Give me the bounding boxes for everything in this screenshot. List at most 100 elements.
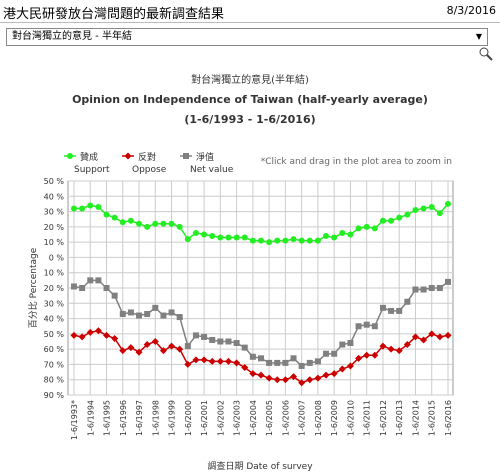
- point: [209, 336, 216, 343]
- point: [119, 310, 126, 317]
- point: [233, 359, 241, 367]
- x-tick-label: 1-6/2011: [363, 400, 372, 436]
- zoom-icon[interactable]: [479, 47, 493, 61]
- point: [355, 323, 362, 330]
- point: [111, 334, 119, 342]
- point: [355, 225, 362, 232]
- x-tick-label: 1-6/2002: [216, 400, 225, 436]
- point: [363, 321, 370, 328]
- point: [79, 285, 86, 291]
- point: [78, 333, 86, 341]
- y-tick-label: 10 %: [44, 238, 65, 247]
- point: [428, 285, 435, 291]
- point: [322, 371, 330, 379]
- x-tick-label: 1-6/2004: [249, 400, 258, 436]
- point: [144, 223, 151, 230]
- point: [306, 376, 314, 384]
- y-tick-label: 10 %: [44, 269, 65, 278]
- point: [314, 237, 321, 244]
- point: [144, 310, 151, 317]
- legend-marker: [124, 152, 132, 160]
- point: [387, 345, 395, 353]
- point: [371, 225, 378, 232]
- point: [273, 376, 281, 384]
- point: [379, 342, 387, 350]
- point: [436, 333, 444, 341]
- point: [143, 341, 151, 349]
- point: [274, 237, 281, 244]
- point: [127, 309, 134, 316]
- point: [176, 345, 184, 353]
- y-tick-label: 70 %: [44, 360, 65, 369]
- point: [258, 237, 264, 244]
- point: [168, 220, 175, 227]
- point: [233, 234, 240, 241]
- point: [371, 323, 378, 330]
- point: [159, 347, 167, 355]
- point: [152, 304, 159, 311]
- dropdown[interactable]: 對台灣獨立的意見 - 半年結 ▼: [6, 28, 488, 46]
- point: [70, 331, 78, 339]
- legend-label: 淨值: [196, 151, 214, 163]
- point: [436, 285, 443, 291]
- point: [379, 304, 386, 311]
- point: [127, 344, 135, 352]
- point: [192, 356, 200, 364]
- point: [306, 359, 313, 366]
- chart-period: (1-6/1993 - 1-6/2016): [184, 113, 315, 126]
- point: [217, 234, 224, 241]
- point: [151, 338, 159, 345]
- point: [346, 362, 354, 370]
- x-tick-label: 1-6/2001: [200, 400, 209, 436]
- y-tick-label: 40 %: [44, 192, 65, 201]
- legend-label: Support: [74, 165, 110, 175]
- point: [168, 342, 176, 350]
- x-tick-label: 1-6/2005: [265, 400, 274, 436]
- legend-marker: [67, 153, 73, 159]
- y-tick-label: 20 %: [44, 223, 65, 232]
- point: [103, 331, 111, 339]
- x-tick-label: 1-6/2007: [298, 400, 307, 436]
- point: [371, 351, 379, 359]
- point: [388, 217, 395, 224]
- dropdown-text[interactable]: 對台灣獨立的意見 - 半年結: [12, 31, 132, 42]
- y-tick-label: 20 %: [44, 284, 65, 293]
- point: [217, 338, 224, 345]
- point: [420, 286, 427, 293]
- point: [274, 359, 281, 366]
- x-tick-label: 1-6/1993*: [70, 400, 79, 440]
- point: [87, 277, 94, 284]
- x-tick-label: 1-6/2013: [395, 400, 404, 436]
- point: [192, 332, 199, 339]
- x-tick-label: 1-6/2003: [233, 400, 242, 436]
- point: [331, 350, 338, 357]
- point: [103, 211, 110, 218]
- point: [87, 202, 94, 209]
- x-tick-label: 1-6/2016: [444, 400, 453, 436]
- legend-marker: [183, 153, 189, 159]
- x-tick-label: 1-6/2000: [184, 400, 193, 436]
- point: [249, 237, 256, 244]
- point: [135, 348, 143, 356]
- point: [363, 351, 371, 359]
- point: [444, 331, 452, 339]
- point: [355, 354, 363, 362]
- x-tick-label: 1-6/2014: [411, 400, 420, 436]
- x-tick-label: 1-6/2010: [346, 400, 355, 436]
- point: [136, 220, 143, 227]
- legend-label: 贊成: [80, 151, 98, 163]
- dropdown-arrow[interactable]: ▼: [475, 32, 482, 41]
- point: [249, 353, 256, 360]
- point: [94, 327, 102, 335]
- point: [445, 278, 451, 285]
- point: [184, 360, 192, 368]
- x-tick-label: 1-6/1999: [168, 400, 177, 436]
- point: [249, 370, 257, 378]
- point: [290, 236, 297, 243]
- point: [323, 350, 330, 357]
- point: [314, 374, 322, 382]
- point: [216, 357, 224, 365]
- point: [176, 314, 183, 321]
- y-tick-label: 40 %: [44, 315, 65, 324]
